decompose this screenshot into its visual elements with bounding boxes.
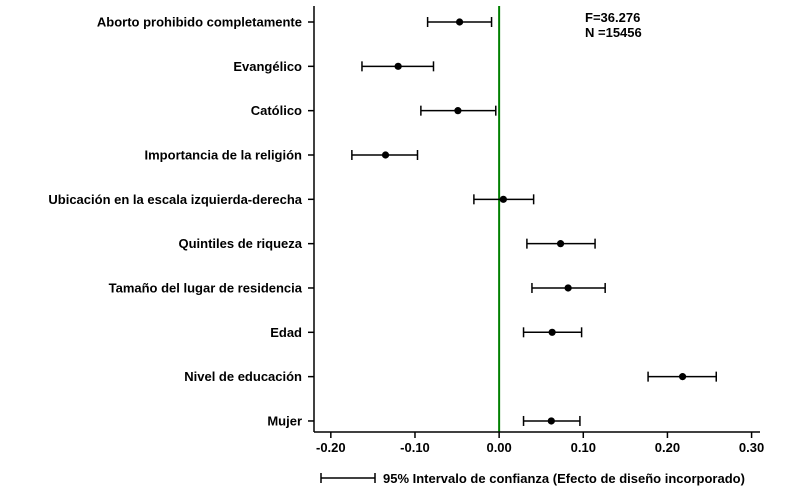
x-tick-label: 0.10 (571, 440, 596, 455)
y-category-label: Mujer (267, 413, 302, 428)
coefficient-point (455, 18, 464, 26)
y-category-label: Católico (251, 103, 302, 118)
y-category-label: Evangélico (233, 59, 302, 74)
coefficient-point (678, 373, 687, 381)
f-statistic: F=36.276 (585, 10, 640, 25)
marks-layer (351, 17, 717, 426)
legend: 95% Intervalo de confianza (Efecto de di… (320, 471, 745, 486)
x-tick-label: 0.30 (739, 440, 764, 455)
axis-layer: -0.20 -0.10 0.00 0.10 0.20 0.30 Aborto prohibi… (48, 6, 764, 455)
y-category-label: Tamaño del lugar de residencia (109, 280, 303, 295)
x-tick-label: -0.20 (316, 440, 346, 455)
y-category-label: Quintiles de riqueza (178, 236, 302, 251)
y-category-label: Ubicación en la escala izquierda-derecha (48, 192, 302, 207)
coefficient-point (556, 240, 565, 248)
coefficient-point (381, 151, 390, 159)
x-tick-label: 0.20 (655, 440, 680, 455)
coefficient-point (548, 328, 556, 336)
coefficient-point (499, 195, 507, 203)
y-category-label: Aborto prohibido completamente (97, 15, 302, 30)
coefficient-point (454, 107, 462, 115)
coefficient-point (564, 284, 572, 292)
y-category-label: Nivel de educación (184, 369, 302, 384)
coefficient-point (394, 62, 402, 70)
coefficient-point (547, 417, 555, 425)
y-category-label: Edad (270, 325, 302, 340)
legend-label: 95% Intervalo de confianza (Efecto de di… (383, 471, 745, 486)
y-category-label: Importancia de la religión (145, 147, 303, 162)
n-statistic: N =15456 (585, 25, 642, 40)
x-tick-label: -0.10 (400, 440, 430, 455)
x-tick-label: 0.00 (486, 440, 511, 455)
